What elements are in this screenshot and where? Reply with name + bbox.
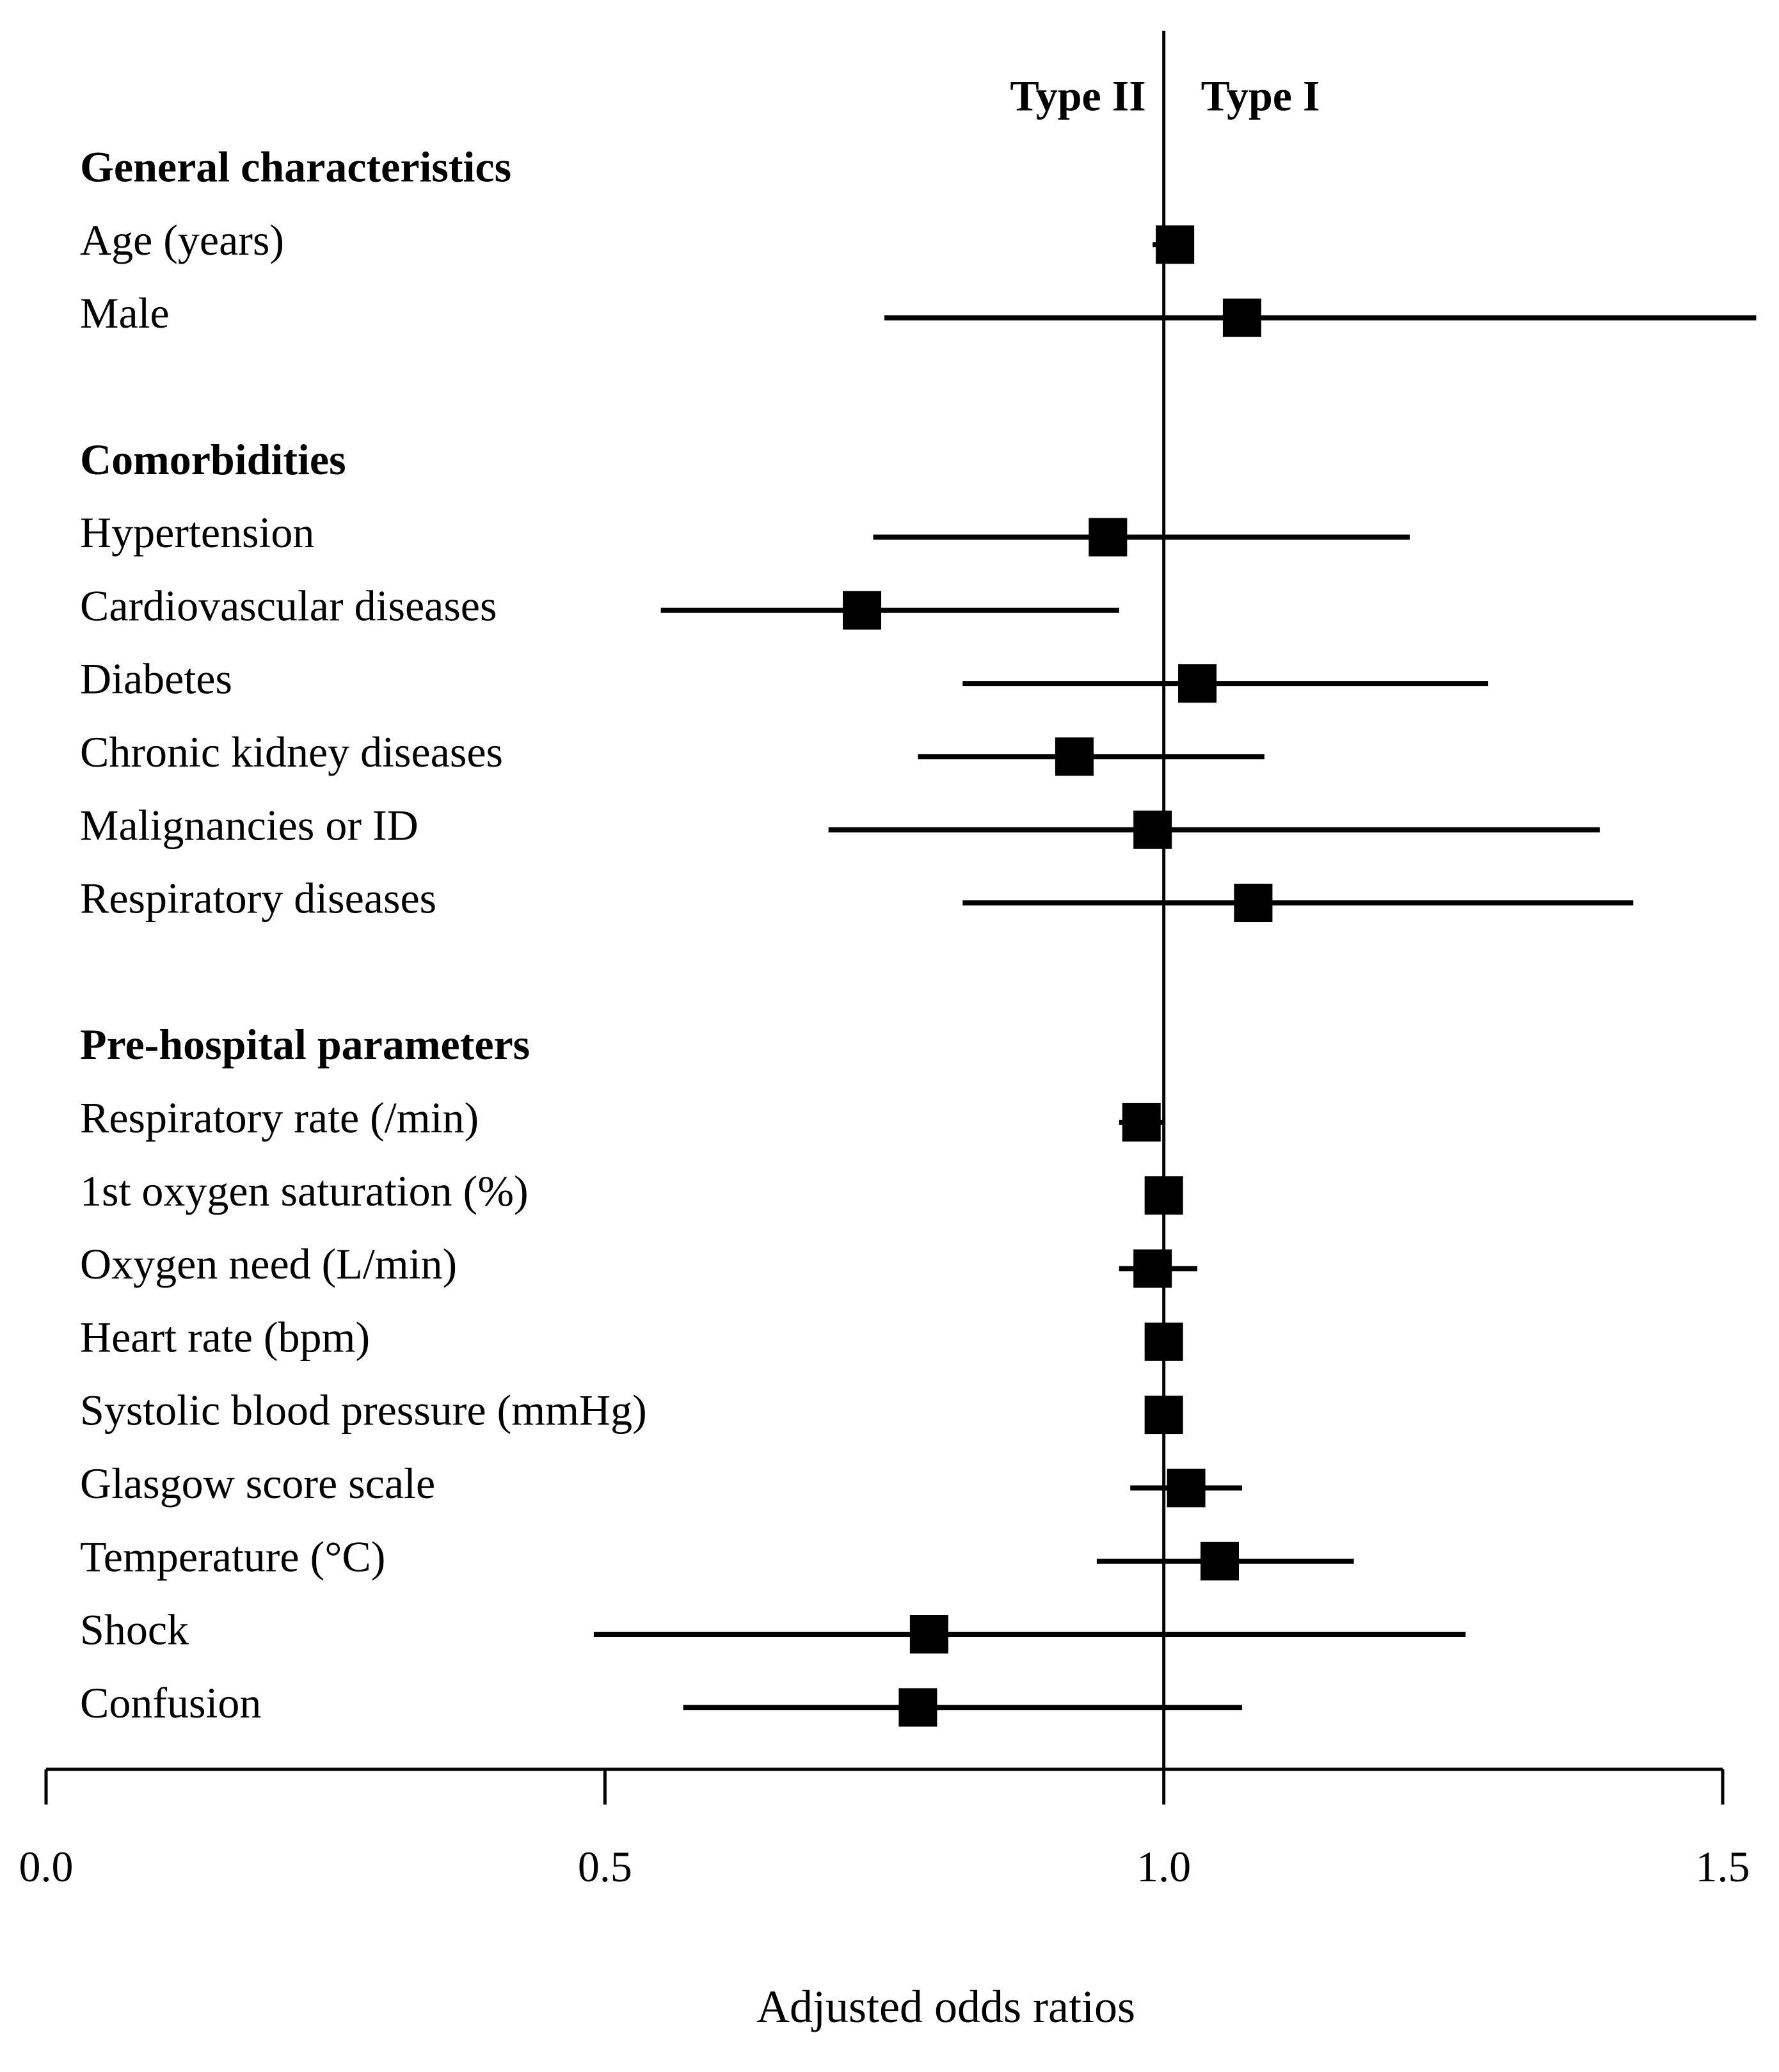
- odds-ratio-marker: [1167, 1469, 1206, 1508]
- x-tick-label: 0.5: [578, 1842, 632, 1891]
- row-label: Temperature (°C): [80, 1532, 385, 1581]
- x-axis: 0.0 0.5 1.0 1.5 Adjusted odds ratios: [19, 1767, 1750, 2032]
- odds-ratio-marker: [1122, 1103, 1161, 1142]
- row-label: 1st oxygen saturation (%): [80, 1167, 529, 1215]
- row-label: Cardiovascular diseases: [80, 581, 497, 630]
- row-label: Oxygen need (L/min): [80, 1239, 457, 1288]
- section-title: Pre-hospital parameters: [80, 1020, 530, 1069]
- odds-ratio-marker: [1156, 225, 1195, 264]
- x-tick-label: 1.0: [1137, 1842, 1191, 1891]
- odds-ratio-marker: [898, 1688, 937, 1727]
- odds-ratio-marker: [1234, 884, 1273, 922]
- section-title: General characteristics: [80, 143, 511, 191]
- odds-ratio-marker: [843, 591, 882, 630]
- row-label: Confusion: [80, 1678, 261, 1727]
- odds-ratio-marks: [593, 31, 1757, 1769]
- type-ii-label: Type II: [1010, 72, 1145, 120]
- odds-ratio-marker: [1201, 1542, 1239, 1581]
- row-label: Chronic kidney diseases: [80, 728, 503, 776]
- x-tick-label: 1.5: [1696, 1842, 1750, 1891]
- odds-ratio-marker: [1089, 518, 1128, 557]
- row-label: Age (years): [80, 216, 284, 264]
- row-label: Shock: [80, 1606, 189, 1654]
- x-tick-label: 0.0: [19, 1842, 74, 1891]
- odds-ratio-marker: [1133, 810, 1172, 849]
- row-label: Hypertension: [80, 508, 314, 557]
- section-title: Comorbidities: [80, 435, 346, 484]
- row-labels: General characteristics Age (years) Male Co…: [80, 72, 1320, 1727]
- row-label: Respiratory diseases: [80, 874, 436, 923]
- odds-ratio-marker: [1055, 737, 1094, 776]
- row-label: Glasgow score scale: [80, 1459, 435, 1508]
- x-axis-title: Adjusted odds ratios: [756, 1981, 1135, 2032]
- type-i-label: Type I: [1201, 72, 1320, 120]
- row-label: Diabetes: [80, 655, 232, 703]
- odds-ratio-marker: [909, 1615, 948, 1654]
- row-label: Systolic blood pressure (mmHg): [80, 1386, 647, 1435]
- row-label: Malignancies or ID: [80, 801, 419, 849]
- row-label: Male: [80, 289, 170, 337]
- odds-ratio-marker: [1222, 298, 1261, 337]
- odds-ratio-marker: [1178, 664, 1217, 703]
- row-label: Respiratory rate (/min): [80, 1094, 479, 1142]
- odds-ratio-marker: [1133, 1249, 1172, 1288]
- row-label: Heart rate (bpm): [80, 1312, 370, 1361]
